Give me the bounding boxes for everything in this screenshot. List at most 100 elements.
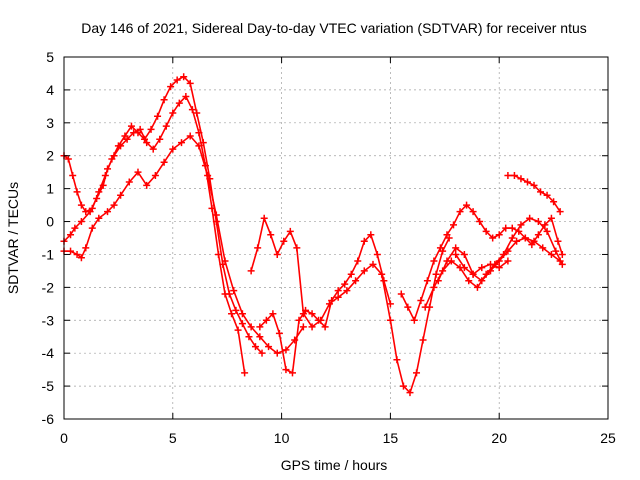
data-point (265, 343, 273, 351)
data-point (108, 155, 116, 163)
data-point (104, 208, 112, 216)
plot-frame (63, 56, 609, 420)
data-point (273, 250, 281, 258)
y-tick-label: -5 (42, 378, 55, 394)
tick-labels: 0 5 10 15 20 25 -6 -5 -4 -3 -2 -1 0 1 2 3 4 5 (42, 49, 616, 446)
data-point (399, 382, 407, 390)
x-tick-label: 5 (169, 430, 177, 446)
series-track-7 (421, 214, 566, 311)
data-point (397, 290, 405, 298)
data-point (465, 277, 473, 285)
data-point (188, 106, 196, 114)
y-tick-label: 3 (46, 115, 54, 131)
x-tick-label: 15 (383, 430, 399, 446)
data-point (530, 181, 538, 189)
data-point (486, 267, 494, 275)
data-point (193, 109, 201, 117)
data-point (160, 158, 168, 166)
data-point (182, 92, 190, 100)
data-point (282, 346, 290, 354)
data-point (267, 231, 275, 239)
data-point (534, 218, 542, 226)
data-point (367, 231, 375, 239)
data-point (275, 329, 283, 337)
data-point (513, 237, 521, 245)
y-axis-label: SDTVAR / TECUs (5, 182, 21, 294)
data-point (245, 333, 253, 341)
data-point (71, 224, 79, 232)
data-point (417, 297, 425, 305)
data-point (386, 300, 394, 308)
data-point (212, 211, 220, 219)
data-point (443, 257, 451, 265)
data-point (360, 267, 368, 275)
data-point (526, 214, 534, 222)
data-point (476, 218, 484, 226)
data-point (88, 224, 96, 232)
data-point (478, 264, 486, 272)
series-track-3 (60, 132, 307, 357)
data-point (256, 333, 264, 341)
y-tick-label: -3 (42, 312, 55, 328)
data-point (169, 145, 177, 153)
data-point (380, 277, 388, 285)
data-point (423, 277, 431, 285)
data-point (228, 310, 236, 318)
data-point (308, 310, 316, 318)
data-point (495, 264, 503, 272)
data-point (354, 257, 362, 265)
data-point (334, 287, 342, 295)
data-point (463, 201, 471, 209)
data-point (393, 356, 401, 364)
data-point (473, 283, 481, 291)
data-point (495, 231, 503, 239)
data-point (508, 224, 516, 232)
data-point (315, 316, 323, 324)
data-point (534, 231, 542, 239)
data-point (460, 264, 468, 272)
data-point (114, 142, 122, 150)
data-point (282, 366, 290, 374)
data-point (436, 244, 444, 252)
x-tick-label: 25 (600, 430, 616, 446)
data-point (421, 303, 429, 311)
data-point (67, 231, 75, 239)
data-point (404, 303, 412, 311)
data-point (530, 237, 538, 245)
series-track-2 (60, 73, 266, 357)
series-track-9 (504, 171, 564, 216)
data-point (302, 306, 310, 314)
data-point (82, 244, 90, 252)
data-point (230, 287, 238, 295)
axis-ticks (63, 56, 609, 420)
data-point (308, 323, 316, 331)
data-point (347, 270, 355, 278)
data-point (510, 171, 518, 179)
data-point (260, 214, 268, 222)
data-point (504, 257, 512, 265)
x-tick-label: 0 (60, 430, 68, 446)
data-point (523, 178, 531, 186)
data-point (134, 168, 142, 176)
y-tick-label: 5 (46, 49, 54, 65)
y-tick-label: 1 (46, 181, 54, 197)
data-point (502, 224, 510, 232)
y-tick-label: 2 (46, 148, 54, 164)
data-point (293, 244, 301, 252)
data-point (521, 234, 529, 242)
data-point (539, 244, 547, 252)
data-point (286, 227, 294, 235)
series-line (400, 204, 564, 322)
data-point (547, 214, 555, 222)
data-point (550, 198, 558, 206)
series-track-5 (256, 231, 394, 377)
data-point (478, 277, 486, 285)
data-point (280, 237, 288, 245)
series-track-10 (452, 250, 512, 278)
data-point (167, 83, 175, 91)
data-point (517, 221, 525, 229)
data-point (456, 208, 464, 216)
data-point (117, 191, 125, 199)
data-point (73, 250, 81, 258)
data-point (147, 125, 155, 133)
